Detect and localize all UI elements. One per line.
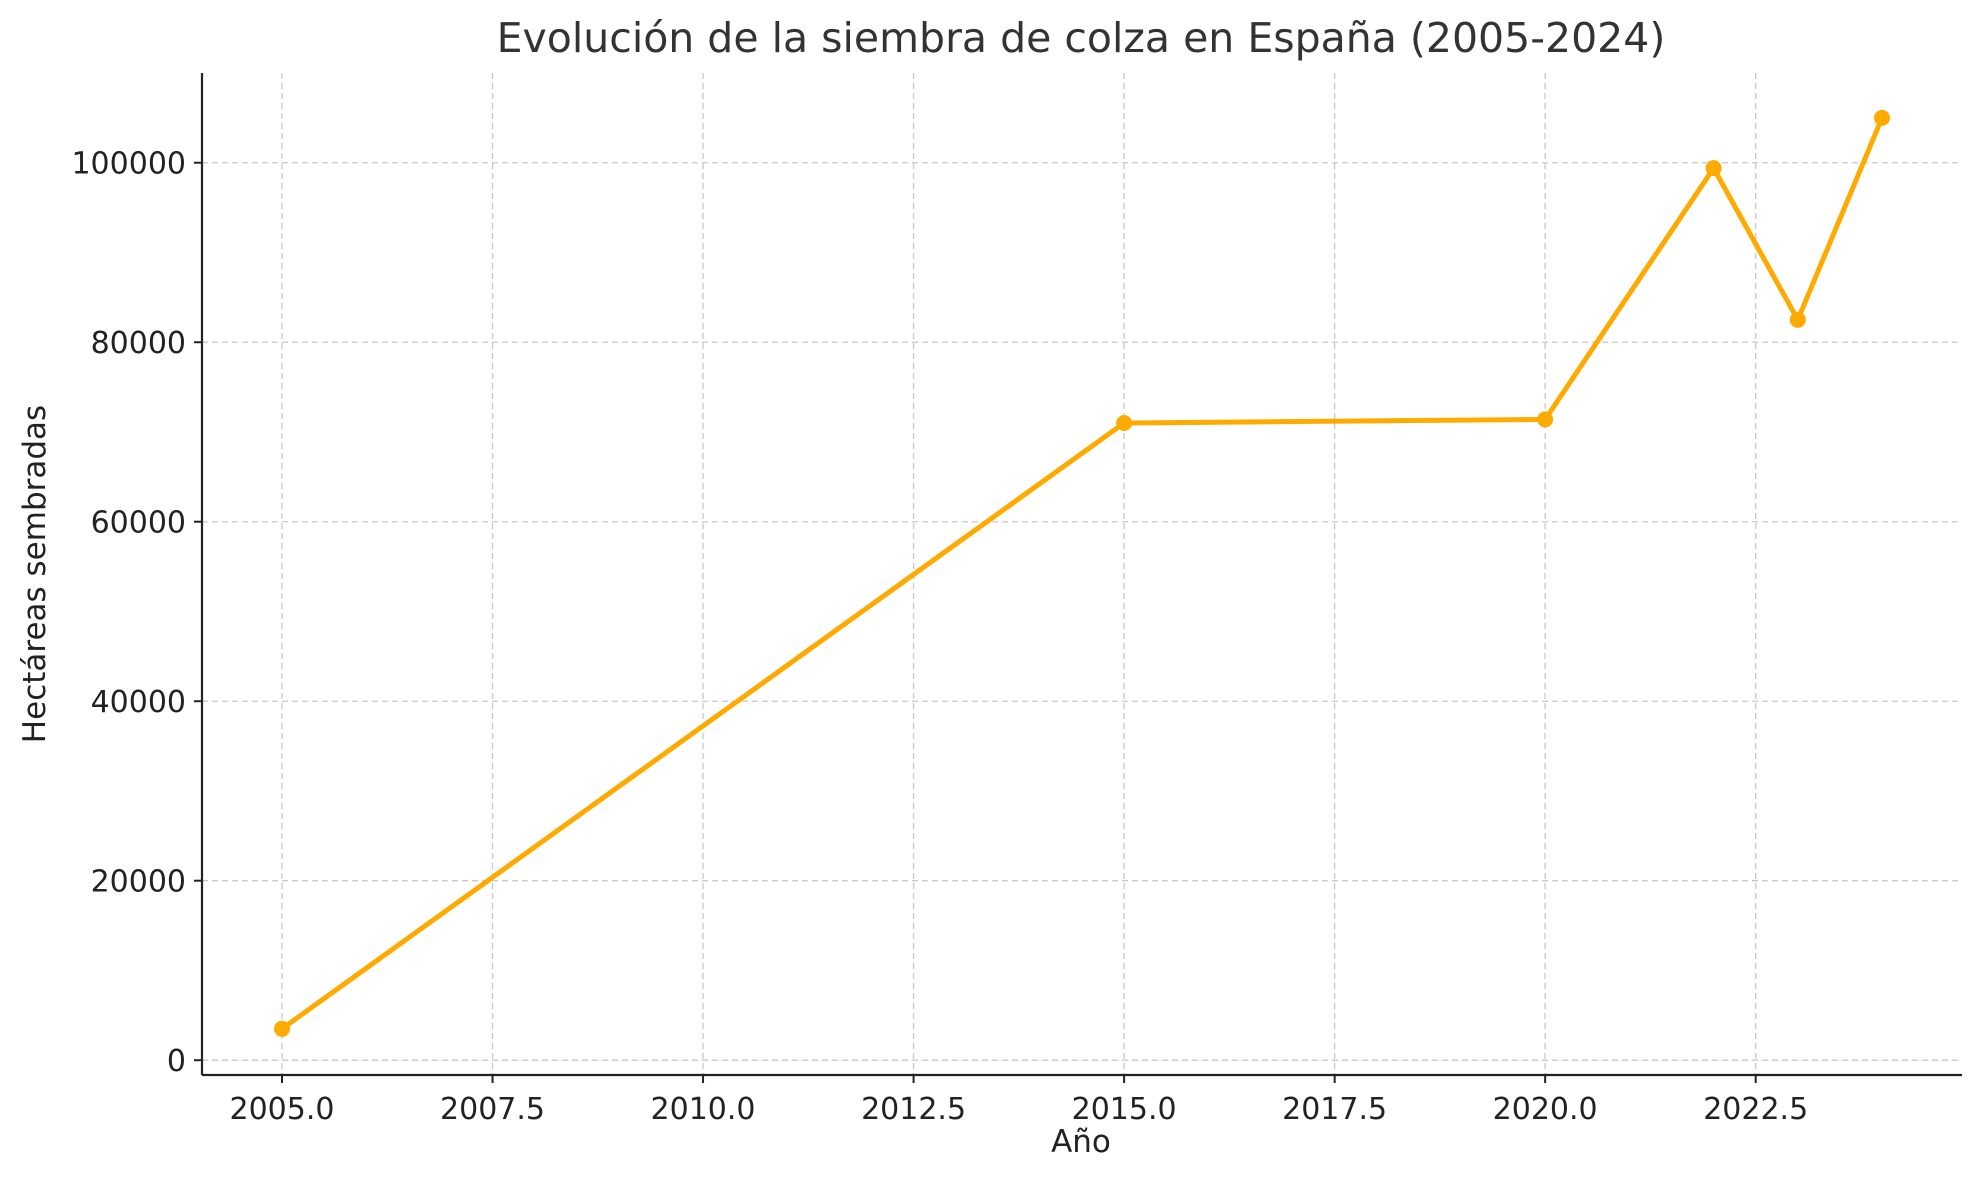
- x-axis-ticks: 2005.0 2007.5 2010.0 2012.5 2015.0 2017.5 2020…: [230, 1075, 1808, 1127]
- y-axis-label: Hectáreas sembradas: [17, 405, 53, 743]
- x-tick-label: 2017.5: [1282, 1092, 1387, 1127]
- y-tick-label: 80000: [91, 326, 186, 361]
- y-tick-label: 40000: [91, 685, 186, 720]
- x-tick-label: 2007.5: [440, 1092, 545, 1127]
- chart-title: Evolución de la siembra de colza en Espa…: [497, 14, 1666, 62]
- y-tick-label: 0: [167, 1044, 186, 1079]
- x-tick-label: 2012.5: [861, 1092, 966, 1127]
- x-tick-label: 2020.0: [1493, 1092, 1598, 1127]
- series-line: [279, 115, 1885, 1032]
- y-tick-label: 20000: [91, 865, 186, 900]
- y-axis-ticks: 0 20000 40000 60000 80000 100000: [71, 147, 202, 1079]
- x-tick-label: 2005.0: [230, 1092, 335, 1127]
- series-group: [274, 109, 1890, 1037]
- data-point: [1705, 160, 1722, 177]
- data-point: [1789, 311, 1806, 328]
- x-tick-label: 2015.0: [1072, 1092, 1177, 1127]
- grid: [202, 73, 1962, 1075]
- axes: [200, 73, 1962, 1077]
- data-point: [1116, 415, 1133, 432]
- data-point: [1874, 109, 1890, 126]
- data-point: [1537, 411, 1554, 428]
- y-tick-label: 60000: [91, 506, 186, 541]
- data-point: [274, 1020, 290, 1037]
- x-tick-label: 2022.5: [1703, 1092, 1808, 1127]
- x-tick-label: 2010.0: [651, 1092, 756, 1127]
- y-tick-label: 100000: [71, 147, 186, 182]
- x-axis-label: Año: [1051, 1124, 1111, 1160]
